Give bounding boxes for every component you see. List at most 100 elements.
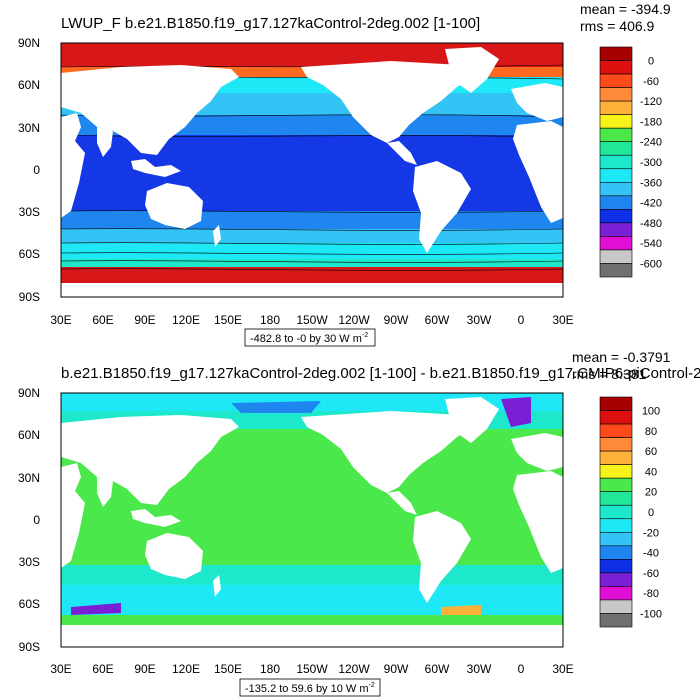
panel-1-lon-labels: 30E 60E 90E 120E 150E 180 150W 120W 90W … (50, 313, 573, 327)
p1-antarctic-cap (61, 275, 563, 283)
colorbar-swatch (599, 613, 633, 628)
lon-label: 30W (467, 313, 492, 327)
colorbar-label: 40 (645, 466, 657, 478)
colorbar-swatch (599, 236, 633, 251)
colorbar-label: 20 (645, 487, 657, 499)
colorbar-swatch (599, 87, 633, 102)
colorbar-label: -240 (640, 137, 662, 149)
colorbar-label: -100 (640, 608, 662, 620)
colorbar-label: -420 (640, 198, 662, 210)
panel-1-info: -482.8 to -0 by 30 W m (250, 333, 362, 345)
colorbar-label: -60 (643, 568, 659, 580)
p2-southern (61, 585, 563, 615)
lon-label: 90E (134, 313, 155, 327)
svg-text:-482.8 to -0 by 30 W m-2: -482.8 to -0 by 30 W m-2 (250, 332, 368, 345)
lat-label: 0 (33, 163, 40, 177)
panel-1-colorbar: 0 -60 -120 -180 -240 -300 -360 -420 -480 -540 -600 (599, 46, 662, 278)
lon-label: 0 (518, 313, 525, 327)
panel-2-lon-labels: 30E 60E 90E 120E 150E 180 150W 120W 90W … (50, 662, 573, 676)
panel-2-colorbar: 100 80 60 40 20 0 -20 -40 -60 -80 -100 (599, 396, 662, 628)
colorbar-label: 100 (642, 406, 660, 418)
panel-2-map (61, 393, 563, 647)
colorbar-label: -600 (640, 258, 662, 270)
colorbar-swatch (599, 599, 633, 614)
panel-1-frame (60, 42, 564, 298)
lon-label: 0 (518, 662, 525, 676)
colorbar-label: -20 (643, 527, 659, 539)
colorbar-label: -80 (643, 588, 659, 600)
p2-arctic-blue (231, 401, 321, 413)
colorbar-swatch (599, 46, 633, 61)
colorbar-label: 0 (648, 56, 654, 68)
lon-label: 150E (214, 662, 242, 676)
p1-band-southern (61, 243, 563, 263)
lon-label: 150W (296, 662, 328, 676)
panel-2-rms: rms = 8.381 (572, 366, 647, 382)
colorbar-swatch (599, 60, 633, 75)
colorbar-swatch (599, 572, 633, 587)
lon-label: 120E (172, 313, 200, 327)
lon-label: 120E (172, 662, 200, 676)
lon-label: 30E (50, 662, 71, 676)
lat-label: 90N (18, 386, 40, 400)
panel-1-lat-labels: 90N 60N 30N 0 30S 60S 90S (18, 36, 40, 304)
p2-south-orange (441, 605, 481, 615)
panel-1-map (61, 43, 563, 297)
colorbar-swatch (599, 586, 633, 601)
lon-label: 90E (134, 662, 155, 676)
colorbar-swatch (599, 518, 633, 533)
colorbar-swatch (599, 181, 633, 197)
lat-label: 0 (33, 513, 40, 527)
panel-2: b.e21.B1850.f19_g17.127kaControl-2deg.00… (18, 349, 700, 697)
lat-label: 30S (19, 205, 40, 219)
lon-label: 150E (214, 313, 242, 327)
colorbar-swatch (599, 559, 633, 574)
lon-label: 150W (296, 313, 328, 327)
panel-1-info-box: -482.8 to -0 by 30 W m-2 (244, 328, 376, 347)
panel-2-info-sup: -2 (369, 682, 375, 689)
colorbar-swatch (599, 73, 633, 88)
panel-2-info: -135.2 to 59.6 by 10 W m (245, 683, 369, 695)
lat-label: 60N (18, 428, 40, 442)
lon-label: 30E (552, 662, 573, 676)
colorbar-swatch (599, 410, 633, 425)
colorbar-swatch (599, 249, 633, 264)
colorbar-swatch (599, 504, 633, 520)
panel-2-mean: mean = -0.3791 (572, 349, 671, 365)
panel-2-info-box: -135.2 to 59.6 by 10 W m-2 (239, 678, 381, 697)
colorbar-swatch (599, 263, 633, 278)
panel-2-frame (60, 392, 564, 648)
p1-arctic-cap (61, 43, 301, 57)
panel-2-lat-labels: 90N 60N 30N 0 30S 60S 90S (18, 386, 40, 654)
panel-1-mean: mean = -394.9 (580, 1, 671, 17)
colorbar-label: 60 (645, 446, 657, 458)
lon-label: 30W (467, 662, 492, 676)
colorbar-label: -540 (640, 238, 662, 250)
lat-label: 90N (18, 36, 40, 50)
panel-1-info-sup: -2 (362, 332, 368, 339)
lat-label: 60N (18, 78, 40, 92)
colorbar-label: -40 (643, 548, 659, 560)
colorbar-label: 0 (648, 507, 654, 519)
panel-1-rms: rms = 406.9 (580, 18, 655, 34)
colorbar-swatch (599, 141, 633, 156)
lon-label: 90W (384, 313, 409, 327)
lat-label: 90S (19, 640, 40, 654)
lat-label: 30S (19, 555, 40, 569)
colorbar-swatch (599, 396, 633, 411)
panel-1: LWUP_F b.e21.B1850.f19_g17.127kaControl-… (18, 1, 671, 347)
colorbar-swatch (599, 154, 633, 170)
colorbar-swatch (599, 464, 633, 479)
colorbar-swatch (599, 195, 633, 210)
lat-label: 60S (19, 597, 40, 611)
lon-label: 120W (338, 662, 370, 676)
lat-label: 30N (18, 121, 40, 135)
colorbar-swatch (599, 100, 633, 115)
colorbar-swatch (599, 168, 633, 183)
lon-label: 60E (92, 662, 113, 676)
lat-label: 30N (18, 471, 40, 485)
colorbar-swatch (599, 114, 633, 129)
svg-text:-135.2 to 59.6 by 10 W m-2: -135.2 to 59.6 by 10 W m-2 (245, 682, 375, 695)
lon-label: 90W (384, 662, 409, 676)
colorbar-swatch (599, 209, 633, 224)
